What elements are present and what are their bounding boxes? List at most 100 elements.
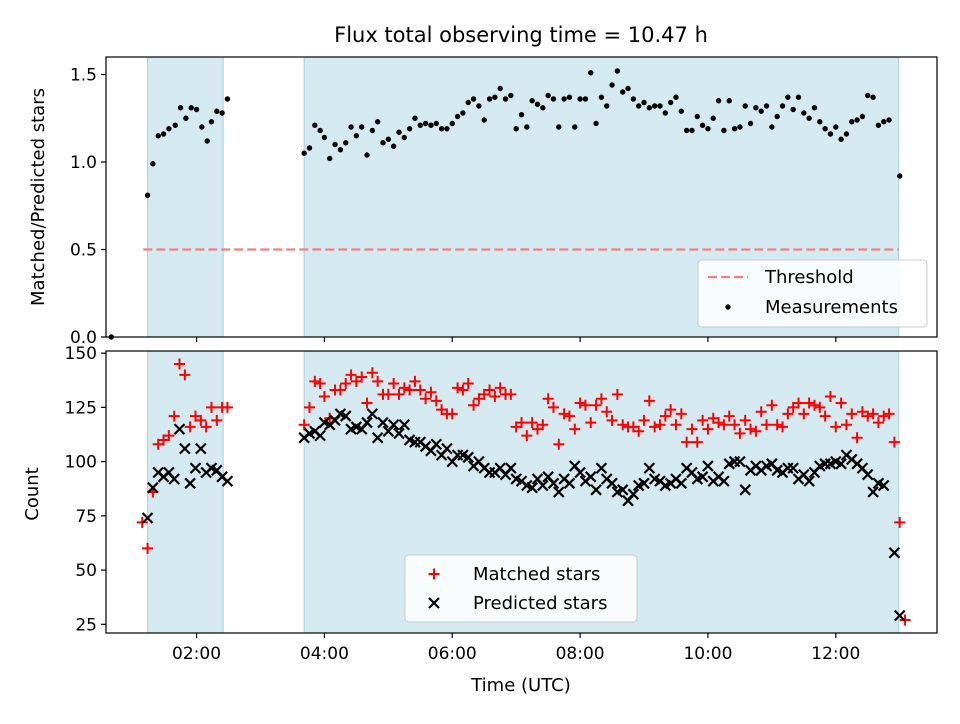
legend: Threshold Measurements bbox=[697, 259, 928, 328]
plot-frame bbox=[105, 350, 938, 634]
plot-frame bbox=[105, 56, 938, 338]
predicted-star-point bbox=[888, 546, 901, 559]
matched-star-point bbox=[388, 378, 400, 390]
predicted-star-point bbox=[643, 462, 656, 474]
predicted-star-point bbox=[718, 475, 730, 487]
measurement-point bbox=[779, 103, 786, 109]
matched-star-point bbox=[585, 417, 597, 429]
matched-star-point bbox=[195, 414, 207, 426]
matched-star-point bbox=[675, 408, 687, 420]
matched-star-point bbox=[521, 430, 533, 442]
predicted-star-point bbox=[398, 418, 411, 431]
predicted-star-point bbox=[526, 481, 538, 494]
measurement-point bbox=[758, 108, 764, 114]
measurement-point bbox=[144, 192, 151, 198]
measurement-point bbox=[811, 105, 818, 111]
legend-predicted-swatch bbox=[428, 597, 440, 609]
measurement-point bbox=[635, 103, 642, 109]
measurement-point bbox=[327, 155, 333, 162]
measurement-point bbox=[438, 126, 445, 132]
measurement-point bbox=[801, 110, 807, 116]
measurement-point bbox=[731, 126, 738, 132]
matched-star-point bbox=[803, 397, 815, 409]
measurement-point bbox=[204, 138, 210, 144]
measurement-point bbox=[593, 120, 599, 127]
measurement-point bbox=[822, 126, 828, 132]
x-tick-label: 12:00 bbox=[811, 644, 860, 664]
measurement-point bbox=[428, 122, 434, 128]
matched-star-point bbox=[771, 419, 783, 431]
legend-box bbox=[404, 554, 638, 623]
matched-star-point bbox=[420, 393, 432, 405]
x-tick-label: 06:00 bbox=[428, 644, 477, 664]
measurement-point bbox=[524, 124, 530, 130]
matched-star-point bbox=[750, 425, 762, 437]
legend-threshold-label: Threshold bbox=[764, 267, 854, 288]
measurement-point bbox=[454, 113, 461, 120]
matched-star-point bbox=[542, 393, 554, 405]
measurement-point bbox=[380, 140, 386, 146]
matched-star-point bbox=[516, 417, 527, 429]
matched-star-point bbox=[569, 423, 581, 435]
predicted-star-point bbox=[553, 486, 565, 498]
measurement-point bbox=[214, 108, 220, 114]
measurement-point bbox=[678, 108, 685, 114]
measurement-point bbox=[476, 103, 482, 109]
measurement-point bbox=[172, 122, 178, 128]
measurement-point bbox=[343, 140, 349, 146]
measurement-point bbox=[385, 136, 392, 142]
predicted-star-point bbox=[505, 462, 517, 474]
measurement-point bbox=[550, 96, 557, 102]
measurement-point bbox=[694, 113, 700, 120]
predicted-star-point bbox=[877, 479, 890, 492]
measurement-point bbox=[508, 92, 514, 99]
measurement-point bbox=[177, 105, 184, 111]
measurement-point bbox=[614, 68, 621, 74]
measurement-point bbox=[795, 94, 802, 100]
measurement-point bbox=[753, 105, 759, 111]
matched-star-point bbox=[558, 408, 570, 420]
matched-star-point bbox=[606, 414, 618, 426]
measurement-point bbox=[817, 119, 823, 125]
measurement-point bbox=[492, 94, 498, 100]
matched-star-point bbox=[163, 430, 175, 442]
observing-window bbox=[147, 350, 224, 634]
chart-title: Flux total observing time = 10.47 h bbox=[334, 23, 708, 47]
matched-star-point bbox=[314, 378, 326, 390]
matched-star-point bbox=[702, 423, 714, 435]
measurement-point bbox=[374, 119, 381, 125]
measurement-point bbox=[358, 124, 365, 130]
measurement-point bbox=[481, 117, 487, 123]
predicted-star-point bbox=[616, 484, 629, 496]
predicted-star-point bbox=[574, 466, 586, 479]
measurement-point bbox=[224, 96, 231, 102]
x-tick-label: 04:00 bbox=[300, 644, 349, 664]
matched-star-point bbox=[739, 414, 751, 426]
measurement-point bbox=[160, 131, 167, 137]
measurement-point bbox=[529, 98, 535, 104]
predicted-star-point bbox=[371, 431, 384, 444]
predicted-star-point bbox=[141, 512, 154, 524]
measurement-point bbox=[301, 150, 307, 156]
measurement-point bbox=[604, 103, 610, 109]
measurement-point bbox=[460, 110, 466, 116]
measurement-point bbox=[769, 124, 775, 130]
matched-star-point bbox=[334, 384, 346, 396]
matched-star-point bbox=[457, 384, 469, 396]
x-tick-label: 10:00 bbox=[683, 644, 732, 664]
measurement-point bbox=[513, 126, 519, 132]
predicted-star-point bbox=[168, 473, 180, 485]
measurement-point bbox=[449, 120, 455, 127]
measurement-point bbox=[662, 110, 669, 116]
bottom-y-axis-label: Count bbox=[22, 467, 43, 520]
measurement-point bbox=[625, 85, 631, 92]
matched-star-point bbox=[309, 375, 321, 387]
matched-star-point bbox=[638, 414, 650, 426]
predicted-star-point bbox=[221, 475, 234, 487]
matched-star-point bbox=[872, 417, 884, 429]
measurement-point bbox=[763, 103, 770, 109]
y-tick-label: 0.5 bbox=[70, 241, 97, 261]
matched-star-point bbox=[430, 395, 442, 407]
predicted-star-point bbox=[147, 481, 159, 494]
